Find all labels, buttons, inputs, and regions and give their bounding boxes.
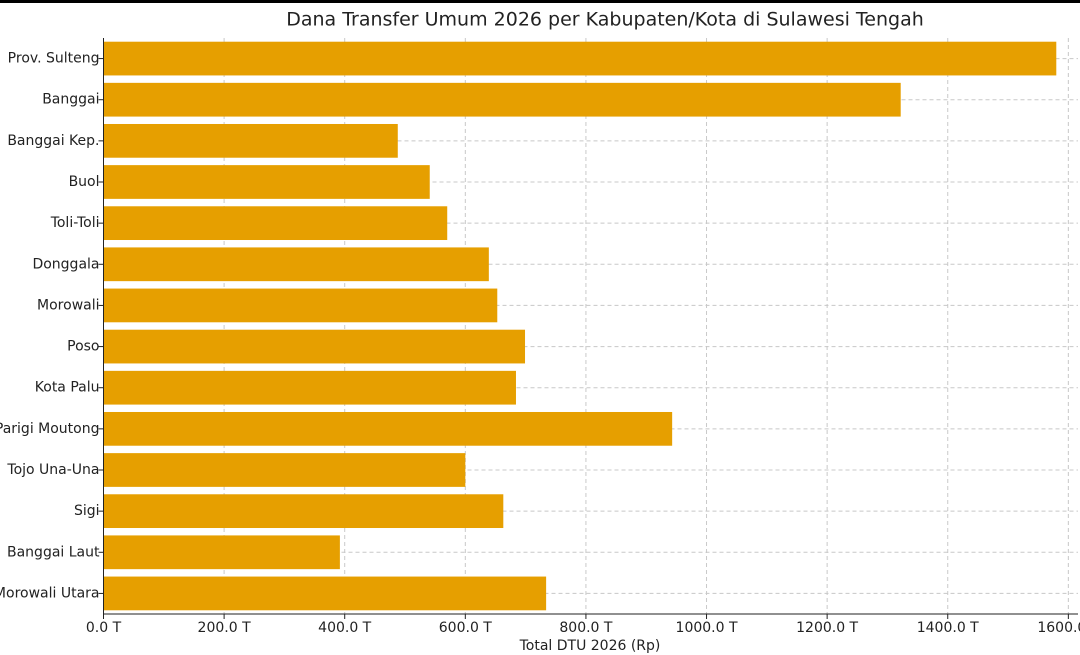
- bar: [103, 247, 489, 282]
- x-tick-label: 1000.0 T: [676, 620, 738, 636]
- bar: [103, 535, 340, 570]
- bar: [103, 411, 673, 446]
- y-tick-label: Morowali: [37, 297, 99, 313]
- bar: [103, 41, 1057, 76]
- bar: [103, 370, 516, 405]
- y-tick-label: Banggai: [42, 92, 99, 108]
- y-tick-label: Kota Palu: [35, 380, 100, 396]
- y-tick-label: Tojo Una-Una: [6, 462, 99, 478]
- bar: [103, 494, 504, 529]
- x-tick-label: 0.0 T: [86, 620, 122, 636]
- x-tick-label: 200.0 T: [198, 620, 252, 636]
- x-tick-label: 1200.0 T: [796, 620, 858, 636]
- bar: [103, 123, 398, 158]
- y-tick-label: Banggai Kep.: [7, 133, 99, 149]
- chart-title: Dana Transfer Umum 2026 per Kabupaten/Ko…: [286, 9, 924, 31]
- y-tick-label: Parigi Moutong: [0, 421, 100, 437]
- x-tick-label: 800.0 T: [559, 620, 613, 636]
- y-tick-label: Donggala: [32, 256, 99, 272]
- y-tick-label: Prov. Sulteng: [8, 51, 100, 67]
- bar: [103, 206, 448, 241]
- y-tick-label: Buol: [69, 174, 100, 190]
- y-tick-label: Toli-Toli: [50, 215, 100, 231]
- top-border: [0, 0, 1080, 3]
- bar: [103, 576, 547, 611]
- bar: [103, 453, 466, 487]
- y-tick-label: Banggai Laut: [7, 544, 100, 560]
- y-tick-label: Morowali Utara: [0, 585, 100, 601]
- y-tick-label: Poso: [67, 339, 99, 355]
- bar: [103, 82, 901, 117]
- bar: [103, 165, 430, 199]
- bar: [103, 288, 498, 323]
- x-tick-label: 1600.0 T: [1037, 620, 1080, 636]
- y-tick-label: Sigi: [74, 503, 100, 519]
- bar: [103, 329, 526, 364]
- x-tick-label: 400.0 T: [318, 620, 372, 636]
- x-axis-label: Total DTU 2026 (Rp): [519, 638, 661, 654]
- x-tick-label: 1400.0 T: [917, 620, 979, 636]
- x-tick-label: 600.0 T: [439, 620, 493, 636]
